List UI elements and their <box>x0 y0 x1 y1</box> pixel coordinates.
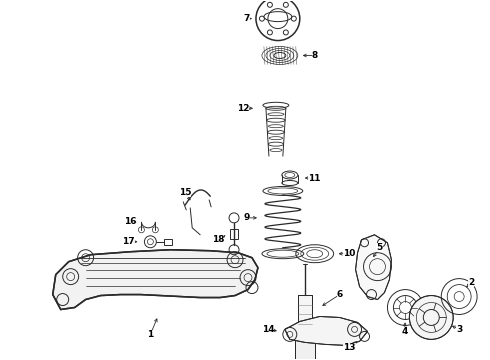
Bar <box>298 294 312 339</box>
Text: 7: 7 <box>244 14 250 23</box>
Text: 17: 17 <box>122 237 135 246</box>
Text: 14: 14 <box>262 325 274 334</box>
Text: 15: 15 <box>179 188 192 197</box>
Text: 12: 12 <box>237 104 249 113</box>
Text: 2: 2 <box>468 278 474 287</box>
Text: 18: 18 <box>212 235 224 244</box>
Text: 1: 1 <box>147 330 153 339</box>
Text: 5: 5 <box>376 243 383 252</box>
Text: 10: 10 <box>343 249 356 258</box>
Circle shape <box>409 296 453 339</box>
Bar <box>230 229 238 239</box>
Bar <box>295 339 315 360</box>
Text: 8: 8 <box>312 51 318 60</box>
Polygon shape <box>53 250 258 310</box>
Text: 13: 13 <box>343 343 356 352</box>
Text: 4: 4 <box>401 327 408 336</box>
Text: 6: 6 <box>337 290 343 299</box>
Polygon shape <box>285 316 368 345</box>
Text: 11: 11 <box>309 174 321 183</box>
Polygon shape <box>356 235 392 300</box>
Bar <box>164 239 172 245</box>
Text: 16: 16 <box>124 217 137 226</box>
Bar <box>295 339 315 360</box>
Bar <box>298 294 312 339</box>
Text: 3: 3 <box>456 325 462 334</box>
Text: 9: 9 <box>244 213 250 222</box>
